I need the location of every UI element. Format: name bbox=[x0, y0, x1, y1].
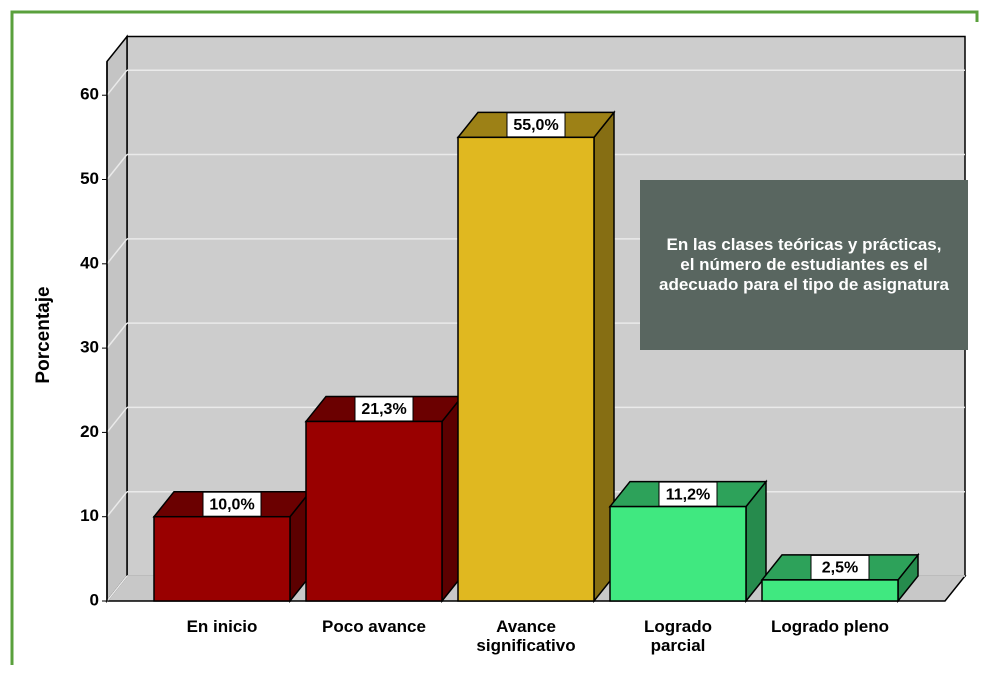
y-tick-label: 0 bbox=[90, 590, 99, 609]
y-axis-title: Porcentaje bbox=[33, 286, 54, 384]
value-label-box bbox=[658, 481, 718, 507]
bar bbox=[457, 136, 595, 602]
value-label: 11,2% bbox=[666, 486, 710, 503]
value-label-box bbox=[810, 554, 870, 580]
grid-line bbox=[106, 238, 128, 265]
grid-line bbox=[106, 406, 128, 433]
value-label-box bbox=[354, 396, 414, 422]
grid-line bbox=[106, 69, 128, 96]
bar bbox=[153, 515, 291, 602]
side-wall bbox=[106, 34, 128, 604]
x-tick-label: Poco avance bbox=[322, 617, 426, 636]
bar bbox=[305, 420, 443, 602]
y-tick-label: 40 bbox=[80, 253, 99, 272]
value-label: 55,0% bbox=[513, 117, 558, 134]
value-label-box bbox=[506, 112, 566, 138]
y-tick-label: 30 bbox=[80, 338, 99, 357]
y-tick-label: 10 bbox=[80, 506, 99, 525]
y-tick-label: 60 bbox=[80, 85, 99, 104]
grid-line bbox=[106, 154, 128, 180]
bar bbox=[761, 579, 899, 602]
value-label-box bbox=[202, 491, 262, 517]
y-tick-label: 20 bbox=[80, 422, 99, 441]
frame bbox=[10, 10, 979, 665]
grid-line bbox=[106, 491, 128, 518]
bar bbox=[609, 505, 747, 602]
value-label: 2,5% bbox=[822, 560, 858, 577]
value-label: 10,0% bbox=[209, 496, 254, 513]
value-label: 21,3% bbox=[361, 401, 406, 418]
y-tick-label: 50 bbox=[80, 169, 99, 188]
grid-line bbox=[106, 322, 128, 349]
x-tick-label: Logrado pleno bbox=[770, 617, 890, 636]
grid-line bbox=[106, 575, 128, 602]
x-tick-label: Avance significativo bbox=[476, 617, 576, 655]
annotation: En las clases teóricas y prácticas, el n… bbox=[640, 180, 968, 350]
x-tick-label: En inicio bbox=[186, 617, 258, 636]
x-tick-label: Logrado parcial bbox=[644, 617, 712, 655]
